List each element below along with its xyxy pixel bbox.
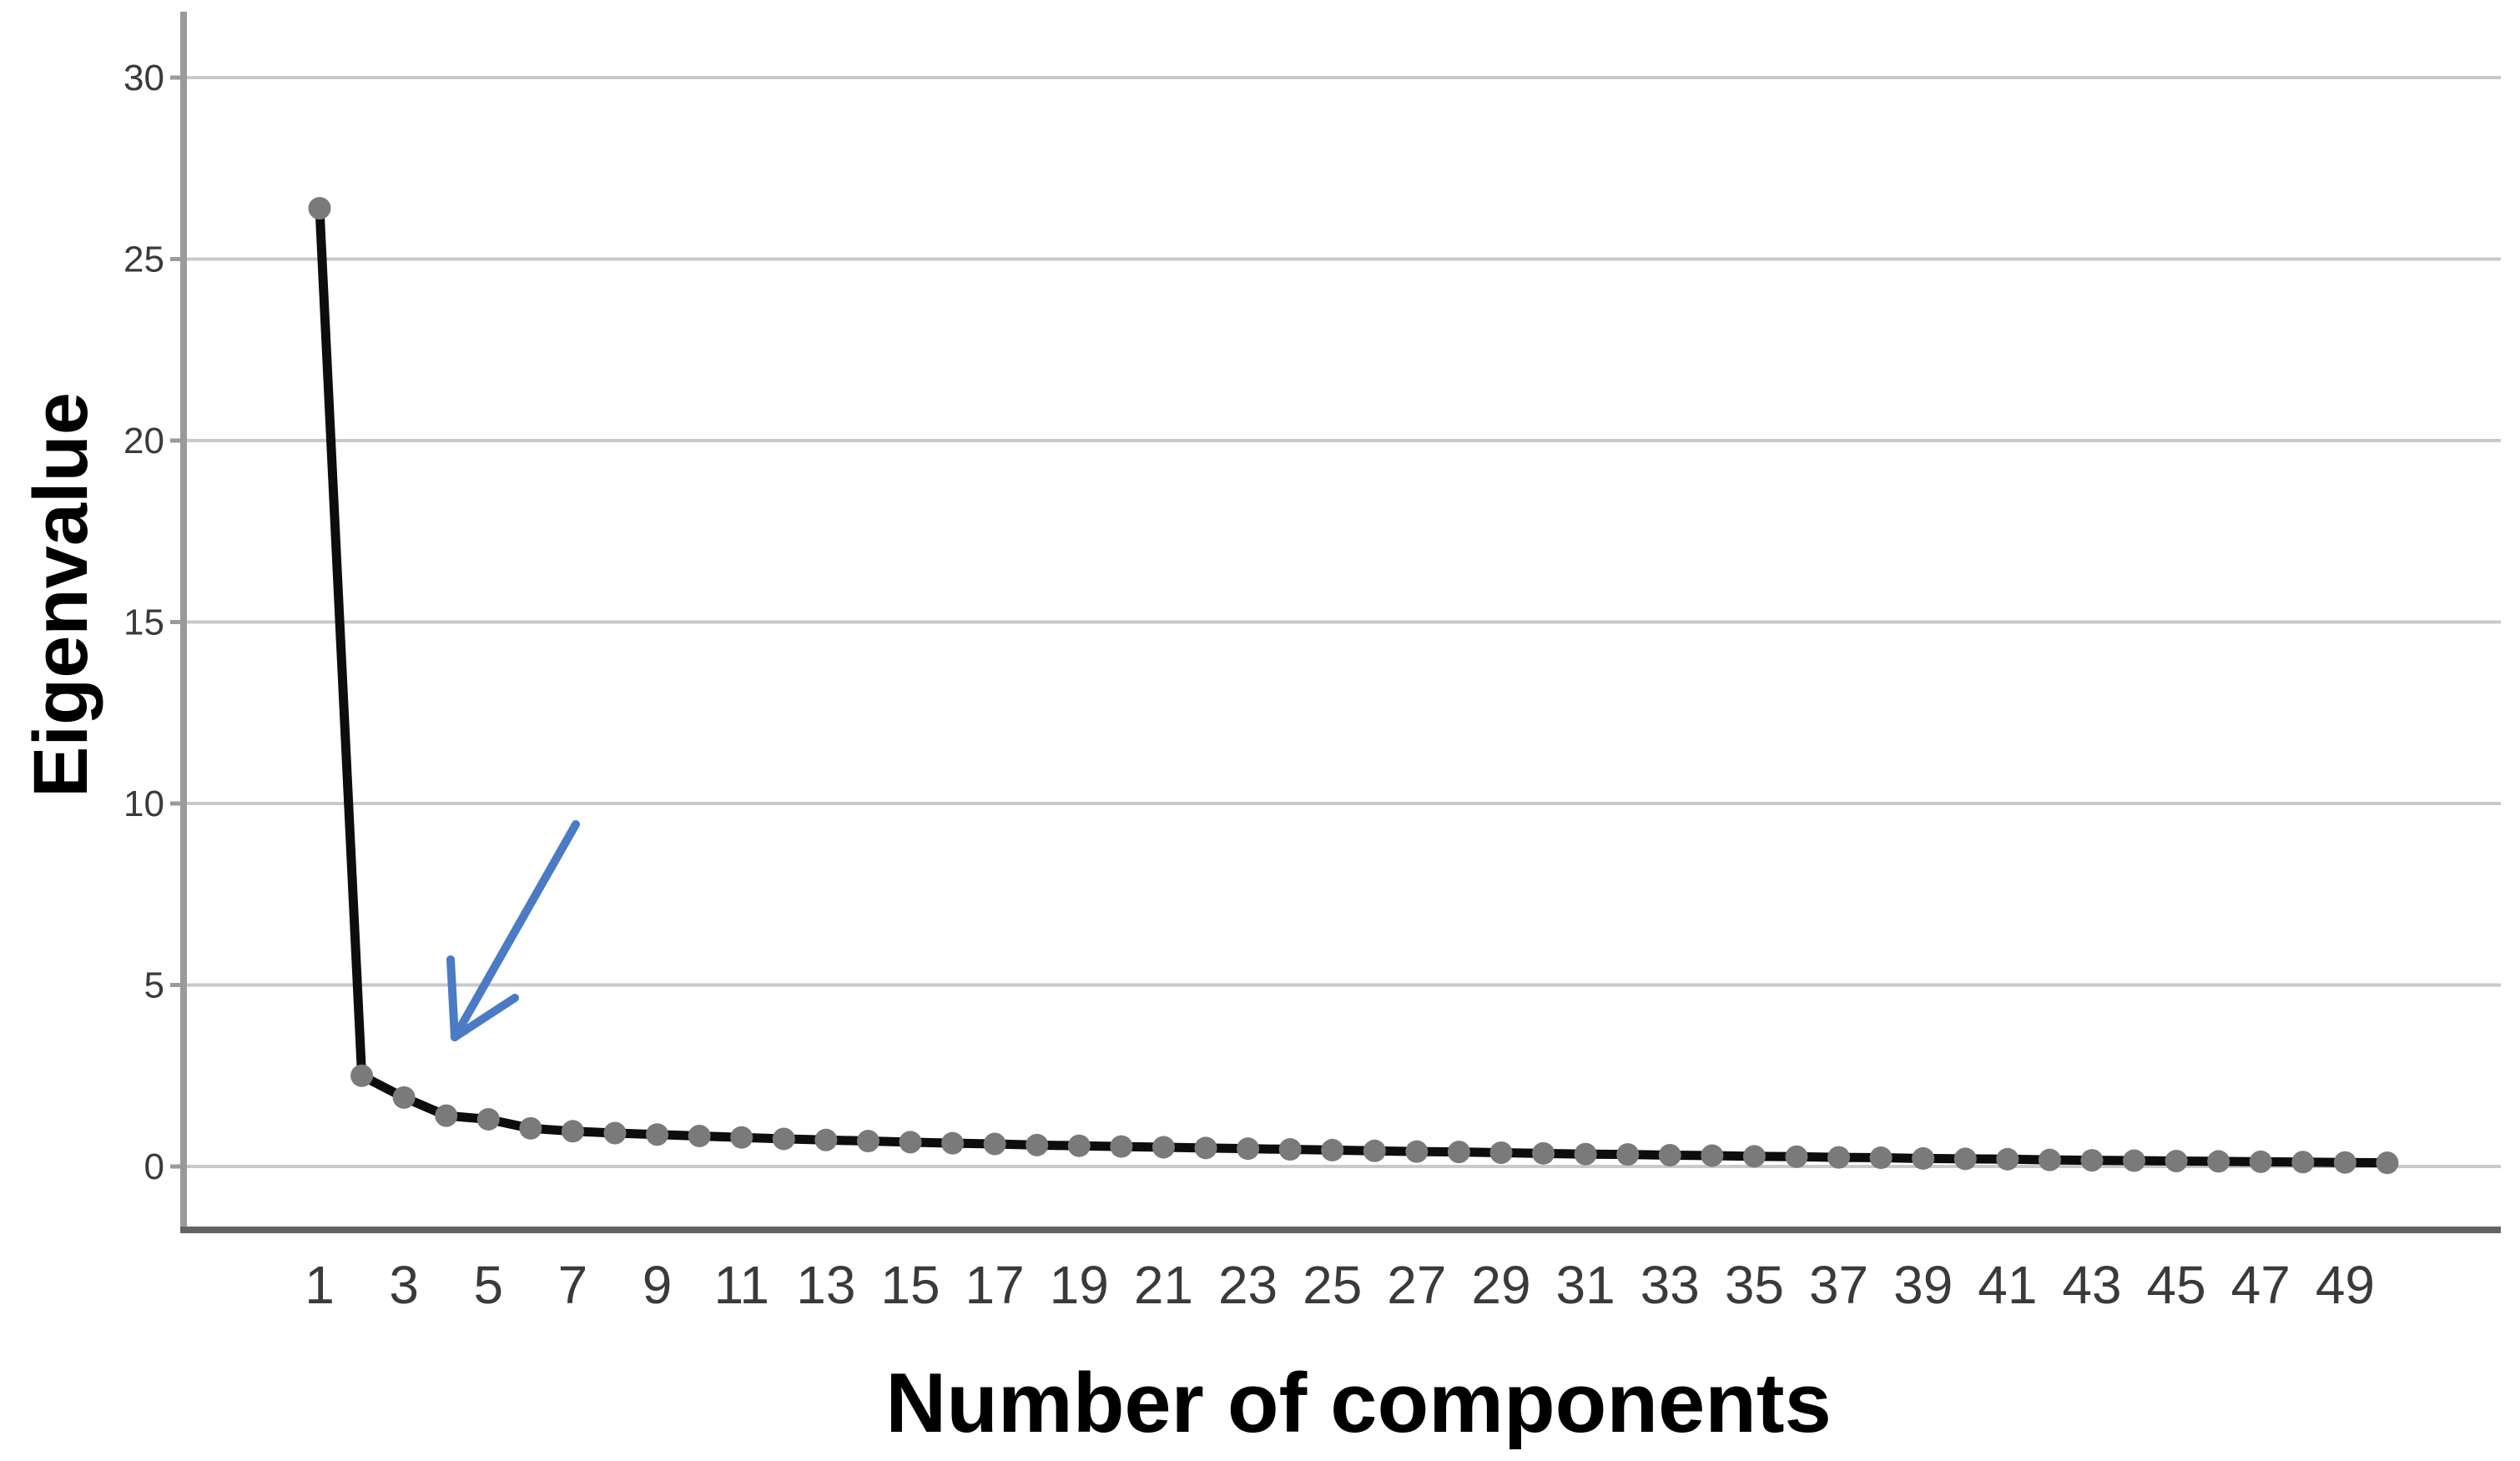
data-point-component-48 (2291, 1151, 2315, 1174)
elbow-arrow-shaft (451, 820, 580, 1041)
data-point-component-14 (856, 1130, 879, 1153)
data-point-component-25 (1321, 1138, 1344, 1161)
y-tick-label-25: 25 (123, 239, 164, 280)
data-point-component-36 (1785, 1145, 1808, 1168)
elbow-arrow-barb-up (446, 955, 459, 1041)
x-tick-label-7: 7 (558, 1255, 588, 1315)
y-tick-labels: 0 5 10 15 20 25 30 (123, 58, 164, 1187)
gridlines (184, 76, 2501, 1168)
y-tick-label-0: 0 (144, 1146, 164, 1187)
elbow-arrow-annotation (446, 820, 580, 1041)
data-point-component-50 (2376, 1151, 2399, 1175)
elbow-arrow-barb-right (451, 994, 519, 1041)
x-tick-label-21: 21 (1134, 1255, 1193, 1315)
x-tick-label-9: 9 (643, 1255, 673, 1315)
data-point-component-19 (1067, 1134, 1091, 1157)
x-tick-label-37: 37 (1809, 1255, 1868, 1315)
data-point-component-22 (1194, 1136, 1217, 1160)
data-point-component-26 (1363, 1139, 1386, 1162)
data-point-component-2 (350, 1064, 374, 1087)
data-point-component-49 (2333, 1151, 2356, 1174)
data-point-component-29 (1489, 1141, 1513, 1164)
data-point-component-24 (1278, 1138, 1302, 1161)
data-point-component-6 (519, 1116, 542, 1140)
x-tick-label-47: 47 (2231, 1255, 2291, 1315)
data-point-component-7 (561, 1120, 584, 1143)
x-tick-label-25: 25 (1303, 1255, 1362, 1315)
data-point-component-32 (1616, 1143, 1640, 1166)
x-tick-label-43: 43 (2062, 1255, 2121, 1315)
x-tick-label-35: 35 (1725, 1255, 1784, 1315)
data-point-component-30 (1532, 1141, 1555, 1165)
y-tick-label-15: 15 (123, 602, 164, 643)
data-point-component-37 (1827, 1146, 1851, 1169)
x-tick-label-23: 23 (1218, 1255, 1278, 1315)
data-point-component-33 (1658, 1144, 1681, 1167)
data-point-component-17 (983, 1132, 1006, 1156)
x-tick-label-39: 39 (1893, 1255, 1953, 1315)
x-tick-labels: 1 3 5 7 9 11 13 15 17 19 21 23 25 27 29 31 33 35 37 39 41 43 4… (305, 1255, 2375, 1315)
data-point-component-31 (1574, 1142, 1597, 1166)
x-tick-label-41: 41 (1978, 1255, 2037, 1315)
data-point-component-11 (730, 1126, 753, 1149)
data-point-component-10 (688, 1124, 711, 1147)
y-tick-label-10: 10 (123, 783, 164, 824)
data-point-component-8 (603, 1121, 627, 1145)
data-point-component-35 (1742, 1145, 1766, 1168)
y-axis-title: Eigenvalue (18, 392, 103, 798)
eigenvalue-series (308, 197, 2399, 1175)
y-tick-label-5: 5 (144, 965, 164, 1006)
x-tick-label-31: 31 (1556, 1255, 1615, 1315)
data-point-component-5 (476, 1107, 500, 1131)
data-point-component-1 (308, 197, 331, 220)
data-point-component-28 (1447, 1141, 1470, 1164)
x-tick-label-33: 33 (1641, 1255, 1700, 1315)
data-point-component-40 (1953, 1147, 1977, 1171)
data-point-component-9 (646, 1123, 669, 1146)
data-point-component-16 (941, 1131, 965, 1155)
x-tick-label-13: 13 (796, 1255, 855, 1315)
axes (170, 12, 2501, 1233)
x-tick-label-49: 49 (2316, 1255, 2375, 1315)
data-point-component-39 (1912, 1146, 1935, 1170)
y-tick-label-20: 20 (123, 421, 164, 461)
data-point-component-45 (2165, 1149, 2188, 1172)
x-tick-label-27: 27 (1387, 1255, 1446, 1315)
x-tick-label-3: 3 (389, 1255, 419, 1315)
data-point-component-43 (2080, 1149, 2104, 1172)
data-point-component-41 (1996, 1147, 2019, 1171)
data-point-component-15 (899, 1131, 922, 1154)
x-tick-label-29: 29 (1471, 1255, 1530, 1315)
data-point-component-23 (1237, 1137, 1260, 1161)
data-point-component-47 (2249, 1150, 2272, 1173)
data-point-component-21 (1152, 1136, 1175, 1159)
x-tick-label-5: 5 (473, 1255, 503, 1315)
scree-line (315, 208, 2388, 1168)
data-point-component-12 (772, 1127, 795, 1151)
data-point-component-38 (1869, 1146, 1893, 1170)
data-point-component-44 (2123, 1149, 2146, 1172)
data-point-component-18 (1026, 1133, 1049, 1156)
x-tick-label-11: 11 (713, 1255, 769, 1315)
data-point-component-20 (1110, 1135, 1133, 1158)
x-axis-title: Number of components (885, 1357, 1832, 1450)
y-tick-label-30: 30 (123, 58, 164, 98)
x-tick-label-45: 45 (2147, 1255, 2206, 1315)
data-point-component-27 (1405, 1140, 1429, 1163)
data-point-component-46 (2207, 1150, 2230, 1173)
x-tick-label-17: 17 (965, 1255, 1025, 1315)
x-tick-label-1: 1 (305, 1255, 335, 1315)
x-tick-label-15: 15 (880, 1255, 940, 1315)
data-point-component-4 (435, 1104, 458, 1127)
data-point-component-34 (1701, 1144, 1724, 1167)
data-point-component-3 (392, 1086, 416, 1109)
x-tick-label-19: 19 (1050, 1255, 1109, 1315)
data-point-component-42 (2038, 1148, 2061, 1171)
data-point-component-13 (814, 1128, 838, 1151)
